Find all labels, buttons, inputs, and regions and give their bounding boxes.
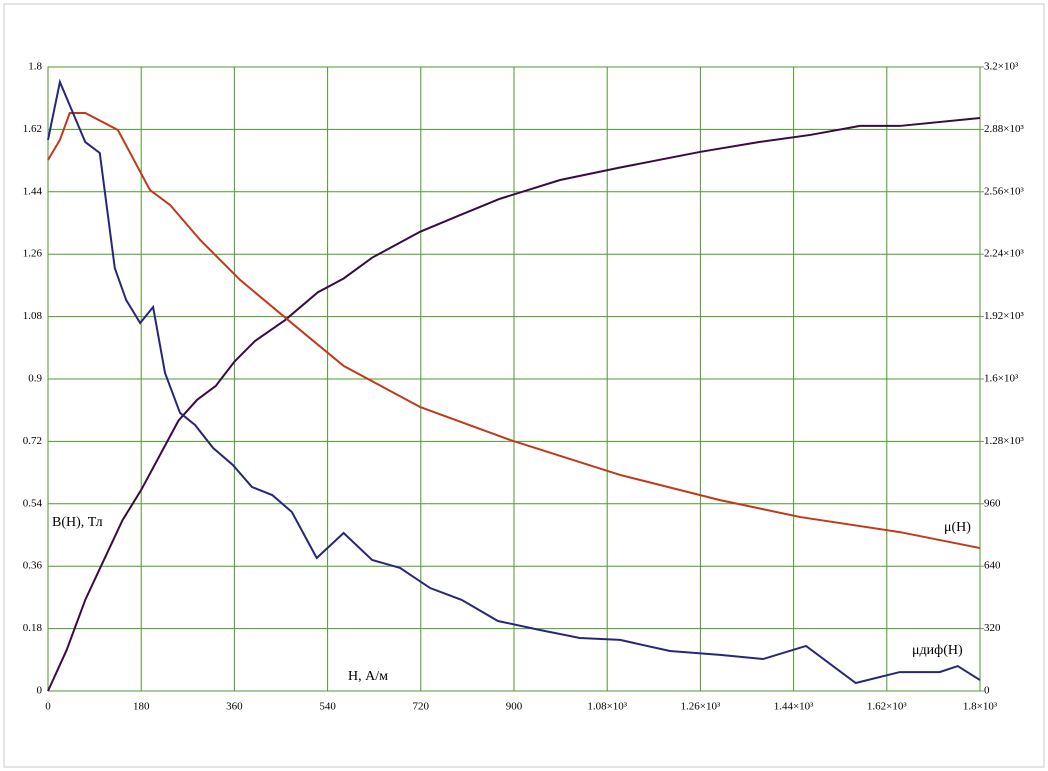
y2-tick-label: 2.56×10³ bbox=[984, 185, 1024, 197]
y-axis-label: B(H), Тл bbox=[52, 515, 103, 530]
data-line bbox=[47, 116, 981, 692]
y2-tick-label: 2.88×10³ bbox=[984, 123, 1024, 135]
x-axis-label: H, А/м bbox=[348, 669, 388, 684]
x-tick-label: 180 bbox=[133, 701, 150, 713]
y-tick-label: 1.08 bbox=[23, 310, 43, 322]
x-tick-label: 1.8×10³ bbox=[963, 701, 998, 713]
y-tick-label: 1.62 bbox=[23, 123, 42, 135]
y2-tick-label: 3.2×10³ bbox=[984, 61, 1019, 73]
y-tick-label: 0.18 bbox=[23, 622, 43, 634]
y2-tick-label: 1.28×10³ bbox=[984, 435, 1024, 447]
y-tick-label: 1.44 bbox=[23, 185, 43, 197]
y-tick-label: 0.36 bbox=[23, 560, 43, 572]
x-tick-label: 900 bbox=[506, 701, 523, 713]
y2-tick-label: 1.92×10³ bbox=[984, 310, 1024, 322]
x-tick-label: 1.44×10³ bbox=[774, 701, 814, 713]
x-tick-label: 1.26×10³ bbox=[681, 701, 721, 713]
y-tick-label: 0.54 bbox=[23, 497, 43, 509]
y2-tick-label: 0 bbox=[984, 685, 990, 697]
x-tick-label: 720 bbox=[413, 701, 430, 713]
x-tick-label: 540 bbox=[319, 701, 336, 713]
x-tick-label: 0 bbox=[45, 701, 51, 713]
y-tick-label: 0 bbox=[37, 685, 43, 697]
x-tick-label: 360 bbox=[226, 701, 243, 713]
y2-tick-label: 320 bbox=[984, 622, 1001, 634]
y2-tick-label: 2.24×10³ bbox=[984, 248, 1024, 260]
y-tick-label: 0.72 bbox=[23, 435, 42, 447]
y-tick-label: 1.26 bbox=[23, 248, 43, 260]
y-tick-label: 1.8 bbox=[28, 61, 42, 73]
x-tick-label: 1.08×10³ bbox=[587, 701, 627, 713]
y-tick-label: 0.9 bbox=[28, 373, 42, 385]
y2-tick-label: 1.6×10³ bbox=[984, 373, 1019, 385]
x-tick-label: 1.62×10³ bbox=[867, 701, 907, 713]
data-line bbox=[47, 78, 981, 685]
y2-tick-label: 960 bbox=[984, 497, 1001, 509]
data-line bbox=[47, 112, 981, 550]
y2-tick-label: 640 bbox=[984, 560, 1001, 572]
frame bbox=[3, 3, 1045, 768]
legend-label: μ(H) bbox=[944, 520, 971, 535]
legend-label: μдиф(H) bbox=[912, 643, 963, 658]
